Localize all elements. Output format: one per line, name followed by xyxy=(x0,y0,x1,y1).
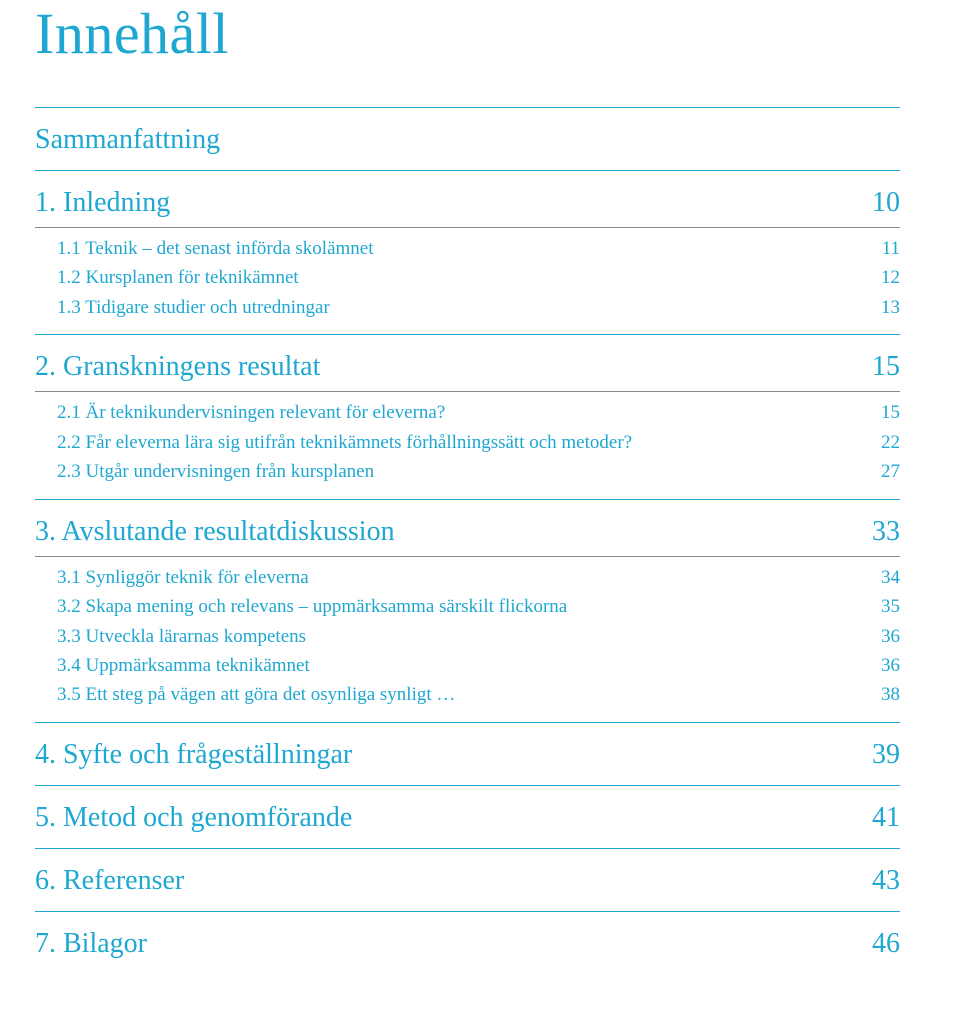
toc-subitem-label: 2.1 Är teknikundervisningen relevant för… xyxy=(57,398,860,427)
section-page-number: 43 xyxy=(860,865,900,897)
toc-section: 6. Referenser 43 xyxy=(35,848,900,905)
section-heading-label: 1. Inledning xyxy=(35,187,170,219)
toc-subitem-page: 12 xyxy=(860,263,900,292)
toc-section: 2. Granskningens resultat 152.1 Är teknik… xyxy=(35,334,900,492)
toc-section: 7. Bilagor 46 xyxy=(35,911,900,968)
toc-subitem-label: 2.3 Utgår undervisningen från kursplanen xyxy=(57,457,860,486)
section-heading-label: Sammanfattning xyxy=(35,124,220,156)
toc-subitem-page: 15 xyxy=(860,398,900,427)
section-page-number: 41 xyxy=(860,802,900,834)
toc-subitem-page: 38 xyxy=(860,680,900,709)
toc-subitem-page: 34 xyxy=(860,563,900,592)
section-heading[interactable]: 1. Inledning 10 xyxy=(35,171,900,227)
toc-subitem[interactable]: 3.5 Ett steg på vägen att göra det osynl… xyxy=(35,680,900,709)
toc-subitem-label: 3.2 Skapa mening och relevans – uppmärks… xyxy=(57,592,860,621)
section-heading[interactable]: 5. Metod och genomförande 41 xyxy=(35,786,900,842)
toc-subitem[interactable]: 2.3 Utgår undervisningen från kursplanen… xyxy=(35,457,900,486)
toc-subitem[interactable]: 1.3 Tidigare studier och utredningar13 xyxy=(35,293,900,322)
page-title: Innehåll xyxy=(35,0,900,67)
toc-subitem-page: 27 xyxy=(860,457,900,486)
section-heading[interactable]: 4. Syfte och frågeställningar 39 xyxy=(35,723,900,779)
toc-subitem-page: 35 xyxy=(860,592,900,621)
section-heading-label: 5. Metod och genomförande xyxy=(35,802,352,834)
section-page-number: 10 xyxy=(860,187,900,219)
section-heading-label: 4. Syfte och frågeställningar xyxy=(35,739,352,771)
toc-subitem[interactable]: 3.4 Uppmärksamma teknikämnet36 xyxy=(35,651,900,680)
table-of-contents: Sammanfattning 1. Inledning 101.1 Teknik –… xyxy=(35,107,900,968)
toc-subitem-label: 3.3 Utveckla lärarnas kompetens xyxy=(57,622,860,651)
toc-subitem-page: 36 xyxy=(860,651,900,680)
section-heading[interactable]: 3. Avslutande resultatdiskussion 33 xyxy=(35,500,900,556)
toc-subitem-label: 3.1 Synliggör teknik för eleverna xyxy=(57,563,860,592)
section-page-number: 46 xyxy=(860,928,900,960)
toc-subitem[interactable]: 1.2 Kursplanen för teknikämnet12 xyxy=(35,263,900,292)
toc-subitem[interactable]: 2.2 Får eleverna lära sig utifrån teknik… xyxy=(35,428,900,457)
toc-subitem[interactable]: 2.1 Är teknikundervisningen relevant för… xyxy=(35,398,900,427)
toc-subitem-page: 22 xyxy=(860,428,900,457)
toc-subitem-label: 3.5 Ett steg på vägen att göra det osynl… xyxy=(57,680,860,709)
toc-subitem-label: 1.2 Kursplanen för teknikämnet xyxy=(57,263,860,292)
toc-subitem[interactable]: 3.2 Skapa mening och relevans – uppmärks… xyxy=(35,592,900,621)
section-page-number: 15 xyxy=(860,351,900,383)
toc-subitem[interactable]: 3.1 Synliggör teknik för eleverna34 xyxy=(35,563,900,592)
section-page-number: 39 xyxy=(860,739,900,771)
toc-section: 5. Metod och genomförande 41 xyxy=(35,785,900,842)
section-page-number: 33 xyxy=(860,516,900,548)
toc-subitem-page: 36 xyxy=(860,622,900,651)
toc-section: 4. Syfte och frågeställningar 39 xyxy=(35,722,900,779)
section-heading-label: 2. Granskningens resultat xyxy=(35,351,320,383)
section-heading-label: 7. Bilagor xyxy=(35,928,147,960)
toc-subitem-label: 3.4 Uppmärksamma teknikämnet xyxy=(57,651,860,680)
section-heading[interactable]: Sammanfattning xyxy=(35,108,900,164)
toc-section: 3. Avslutande resultatdiskussion333.1 Sy… xyxy=(35,499,900,716)
toc-subitem[interactable]: 1.1 Teknik – det senast införda skolämne… xyxy=(35,234,900,263)
toc-section: Sammanfattning xyxy=(35,107,900,164)
toc-subitem[interactable]: 3.3 Utveckla lärarnas kompetens36 xyxy=(35,622,900,651)
toc-subitem-page: 11 xyxy=(860,234,900,263)
toc-subitem-label: 2.2 Får eleverna lära sig utifrån teknik… xyxy=(57,428,860,457)
section-heading[interactable]: 7. Bilagor 46 xyxy=(35,912,900,968)
toc-section: 1. Inledning 101.1 Teknik – det senast in… xyxy=(35,170,900,328)
section-heading-label: 3. Avslutande resultatdiskussion xyxy=(35,516,395,548)
section-heading-label: 6. Referenser xyxy=(35,865,184,897)
toc-subitem-label: 1.3 Tidigare studier och utredningar xyxy=(57,293,860,322)
section-heading[interactable]: 2. Granskningens resultat 15 xyxy=(35,335,900,391)
toc-subitem-label: 1.1 Teknik – det senast införda skolämne… xyxy=(57,234,860,263)
toc-subitem-page: 13 xyxy=(860,293,900,322)
section-heading[interactable]: 6. Referenser 43 xyxy=(35,849,900,905)
